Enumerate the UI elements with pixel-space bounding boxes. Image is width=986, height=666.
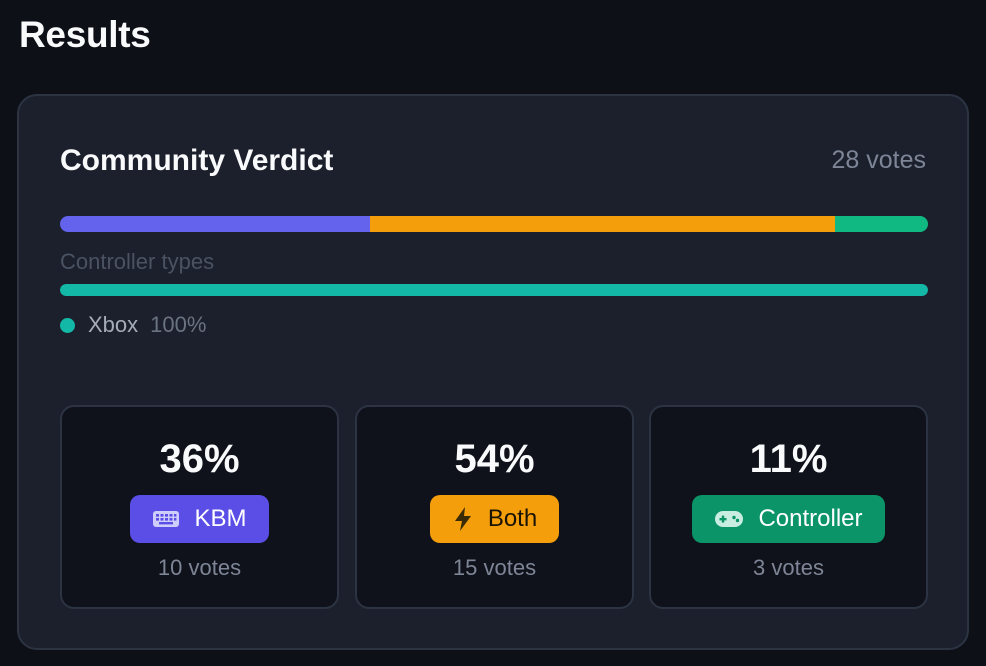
controller-types-label: Controller types	[60, 249, 215, 274]
badge-label: KBM	[194, 505, 247, 532]
verdict-split-bar	[60, 216, 928, 232]
controller-badge: Controller	[692, 495, 885, 543]
keyboard-icon	[153, 511, 180, 527]
stat-votes: 3 votes	[753, 555, 824, 580]
badge-label: Both	[487, 505, 538, 532]
community-verdict-card: Community Verdict 28 votes Controller ty…	[17, 94, 969, 650]
legend-name: Xbox	[88, 312, 139, 337]
both-badge: Both	[429, 495, 560, 543]
kbm-badge: KBM	[130, 495, 269, 543]
legend-percent: 100%	[150, 312, 207, 337]
lightning-icon	[454, 507, 471, 531]
controller-type-legend-item: Xbox 100%	[60, 312, 206, 338]
controller-type-fill-xbox	[60, 284, 928, 296]
split-segment-both	[369, 216, 836, 232]
controller-types-bar	[60, 284, 928, 296]
card-title: Community Verdict	[60, 144, 334, 177]
stat-votes: 15 votes	[452, 555, 537, 580]
stat-percent: 36%	[159, 437, 240, 481]
total-votes: 28 votes	[831, 146, 926, 174]
stat-card-both: 54% Both 15 votes	[355, 405, 634, 609]
legend-dot	[60, 317, 75, 333]
stat-card-kbm: 36% KBM 10 votes	[60, 405, 339, 609]
split-segment-kbm	[60, 216, 370, 232]
stat-votes: 10 votes	[157, 555, 242, 580]
page-title: Results	[19, 14, 151, 55]
stat-percent: 54%	[454, 437, 535, 481]
stat-card-controller: 11% Controller 3 votes	[649, 405, 928, 609]
split-segment-controller	[835, 216, 928, 232]
badge-label: Controller	[758, 505, 863, 532]
stat-percent: 11%	[749, 437, 828, 481]
gamepad-icon	[715, 511, 744, 527]
